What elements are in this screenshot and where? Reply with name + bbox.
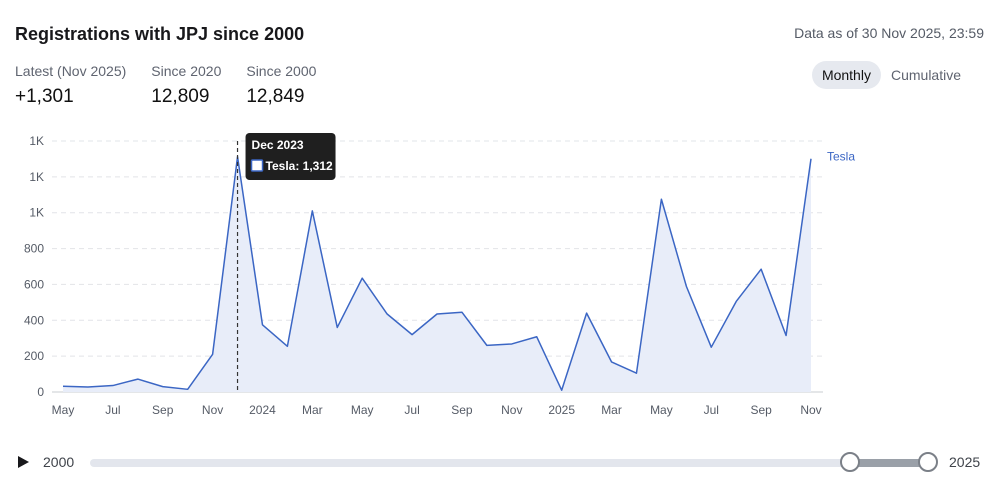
x-tick-label: Nov bbox=[800, 403, 821, 417]
view-toggle: Monthly Cumulative bbox=[811, 61, 971, 89]
toggle-cumulative-button[interactable]: Cumulative bbox=[890, 67, 961, 83]
series-line bbox=[62, 156, 812, 391]
timeline-track[interactable] bbox=[90, 459, 928, 467]
chart-title: Registrations with JPJ since 2000 bbox=[15, 24, 305, 44]
toggle-monthly-button[interactable]: Monthly bbox=[811, 61, 881, 89]
x-tick-label: 2024 bbox=[249, 403, 276, 417]
stat-since-2000-value: 12,849 bbox=[246, 86, 305, 107]
y-tick-label: 200 bbox=[24, 349, 44, 363]
x-tick-label: Nov bbox=[501, 403, 522, 417]
x-tick-label: May bbox=[351, 403, 374, 417]
y-tick-label: 600 bbox=[24, 277, 44, 291]
timeline-selected-range bbox=[850, 459, 928, 467]
x-tick-label: Sep bbox=[152, 403, 174, 417]
x-tick-label: Jul bbox=[404, 403, 419, 417]
y-tick-label: 1K bbox=[29, 134, 44, 148]
y-tick-label: 1K bbox=[29, 170, 44, 184]
play-icon[interactable] bbox=[18, 456, 29, 468]
x-tick-label: 2025 bbox=[548, 403, 575, 417]
stat-since-2020-label: Since 2020 bbox=[151, 63, 222, 79]
tooltip-swatch bbox=[250, 159, 264, 172]
stat-latest-value: +1,301 bbox=[15, 86, 74, 107]
stat-since-2000-label: Since 2000 bbox=[246, 63, 317, 79]
stat-since-2020: Since 2020 12,809 bbox=[151, 62, 221, 111]
stat-since-2020-value: 12,809 bbox=[151, 86, 210, 107]
tooltip-box bbox=[245, 133, 336, 180]
stat-latest-label: Latest (Nov 2025) bbox=[15, 63, 127, 79]
timeline-start-label: 2000 bbox=[43, 454, 75, 470]
timeline-end-label: 2025 bbox=[949, 454, 981, 470]
y-tick-label: 400 bbox=[24, 313, 44, 327]
timeline-slider: 2000 2025 bbox=[0, 448, 991, 478]
timeline-end-handle[interactable] bbox=[918, 452, 938, 472]
x-tick-label: Sep bbox=[750, 403, 772, 417]
stat-since-2000: Since 2000 12,849 bbox=[246, 62, 316, 111]
stat-latest: Latest (Nov 2025) +1,301 bbox=[15, 62, 126, 111]
x-tick-label: Mar bbox=[302, 403, 323, 417]
stats-row: Latest (Nov 2025) +1,301 Since 2020 12,8… bbox=[15, 62, 341, 111]
series-label: Tesla bbox=[827, 150, 855, 164]
tooltip-title: Dec 2023 bbox=[252, 138, 304, 152]
registrations-chart[interactable]: 0 200 400 600 800 1K 1K 1K May Jul Sep Nov 2024 Mar Ma… bbox=[0, 125, 991, 420]
tooltip-value: Tesla: 1,312 bbox=[266, 159, 333, 173]
data-timestamp: Data as of 30 Nov 2025, 23:59 bbox=[794, 25, 984, 41]
x-tick-label: Jul bbox=[704, 403, 719, 417]
timeline-start-handle[interactable] bbox=[840, 452, 861, 472]
x-tick-label: May bbox=[52, 403, 75, 417]
x-tick-label: Sep bbox=[451, 403, 473, 417]
x-tick-label: Jul bbox=[105, 403, 120, 417]
y-tick-label: 800 bbox=[24, 242, 44, 256]
y-tick-label: 0 bbox=[37, 385, 44, 399]
x-tick-label: Nov bbox=[202, 403, 223, 417]
series-area bbox=[63, 156, 811, 392]
x-tick-label: Mar bbox=[601, 403, 622, 417]
y-tick-label: 1K bbox=[29, 206, 44, 220]
x-tick-label: May bbox=[650, 403, 673, 417]
